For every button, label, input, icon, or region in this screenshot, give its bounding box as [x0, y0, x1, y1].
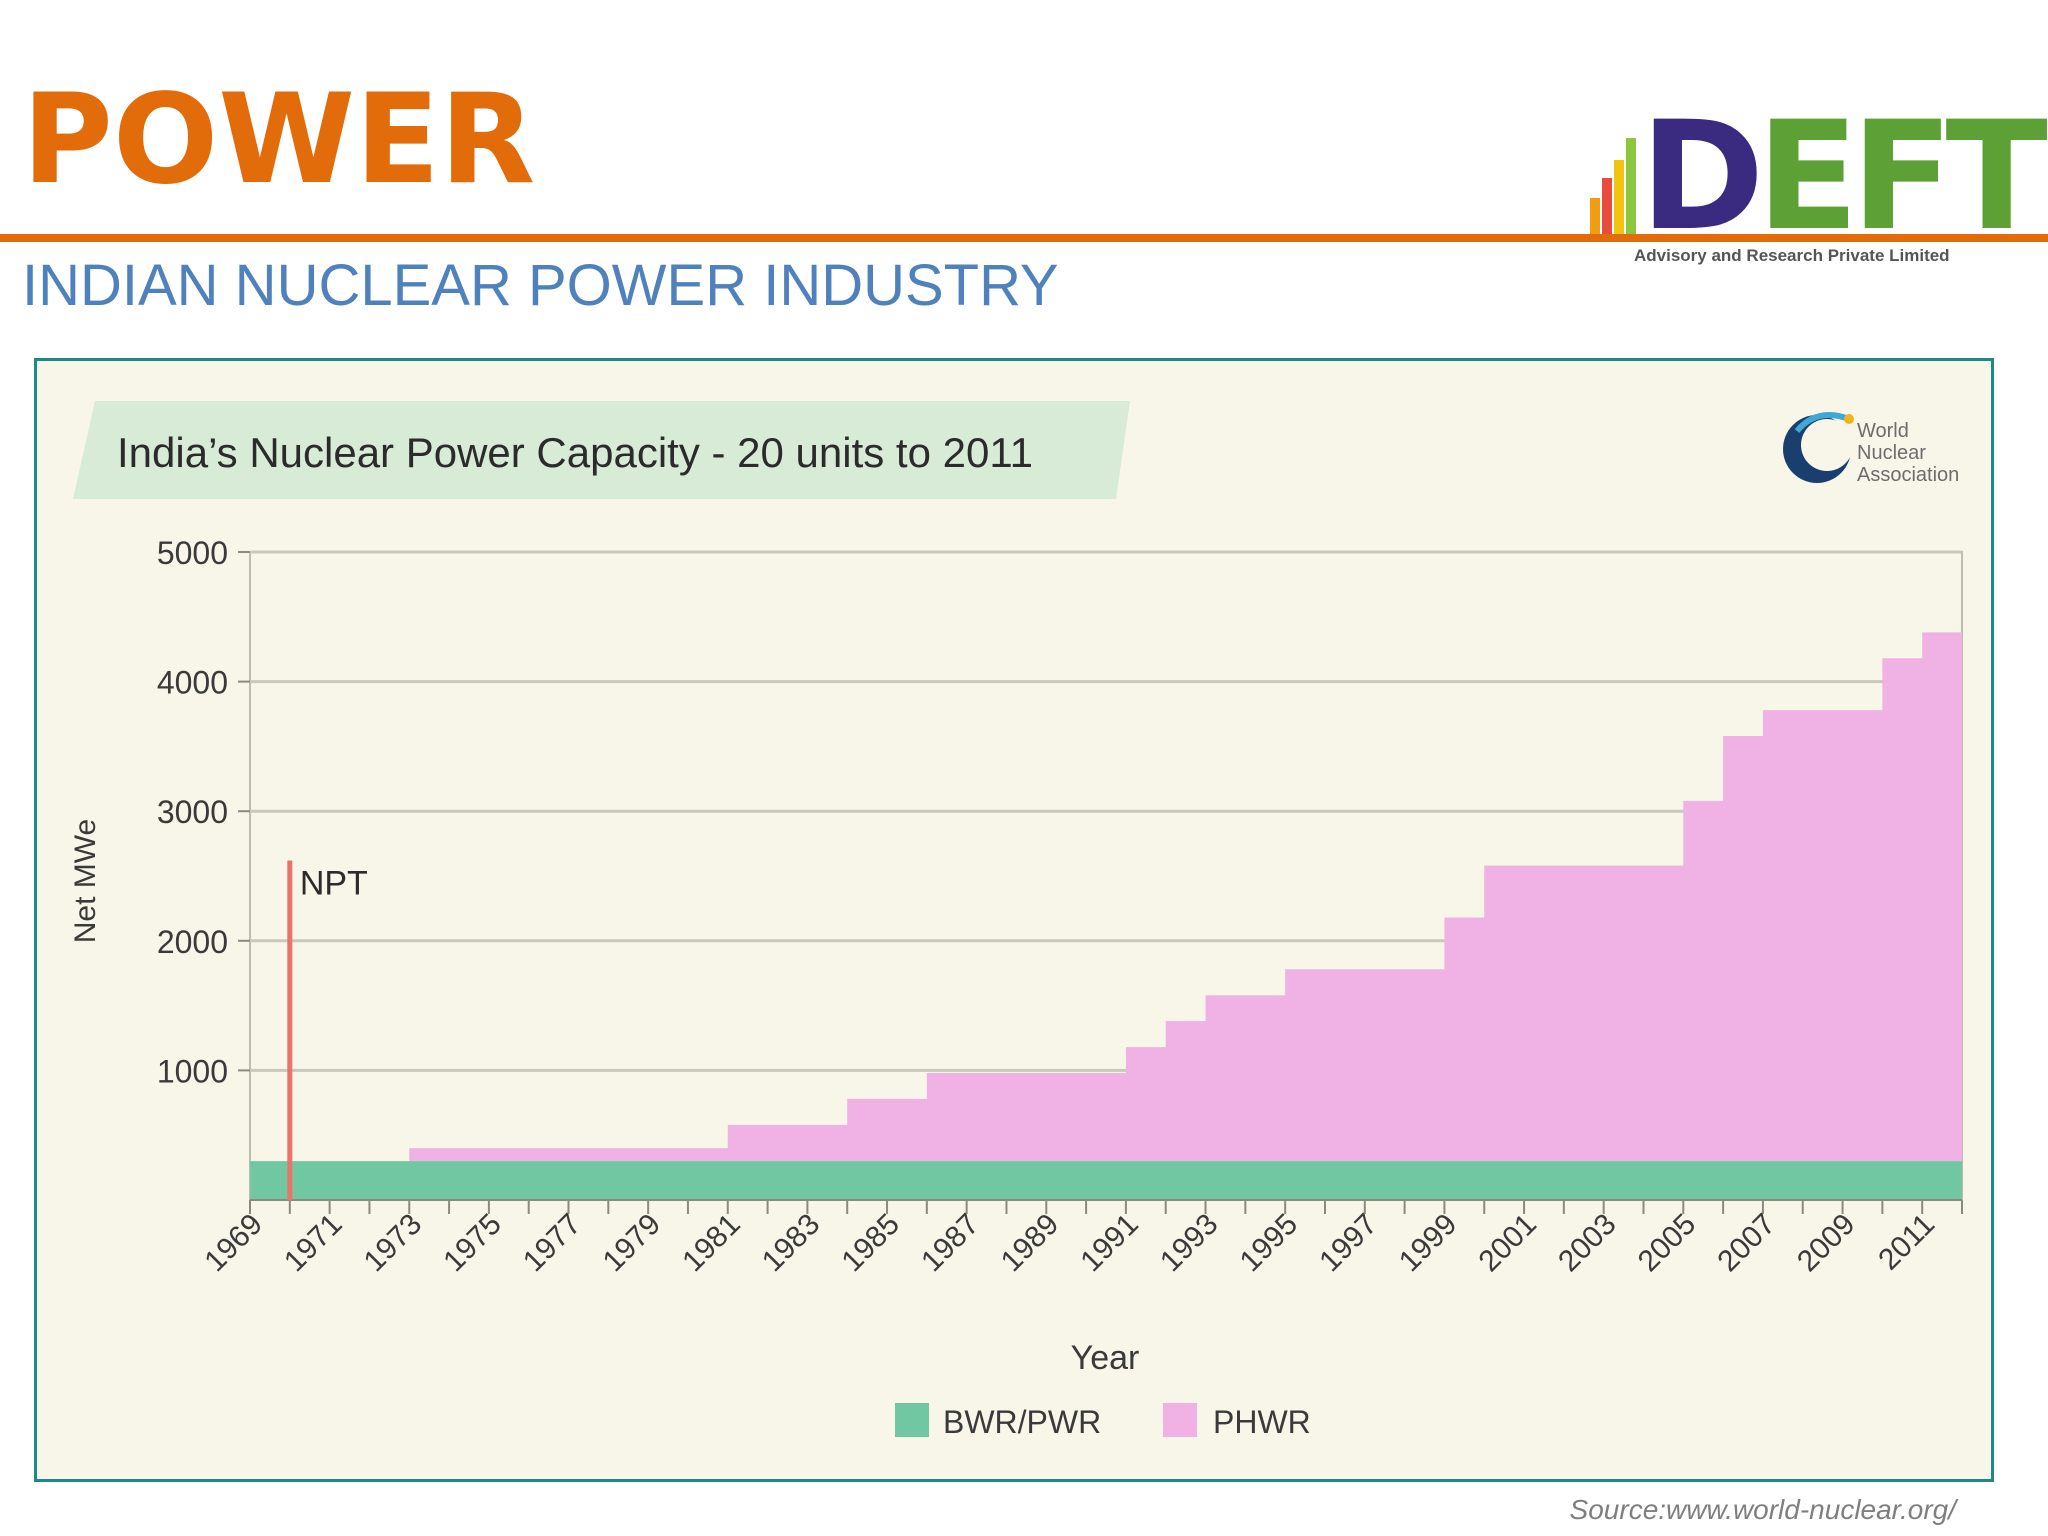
x-tick-label: 1987: [915, 1208, 986, 1279]
source-note: Source:www.world-nuclear.org/: [1569, 1494, 1956, 1525]
wna-logo-line2: Nuclear: [1857, 442, 1926, 464]
series-area-bwr: [250, 1161, 1962, 1200]
x-tick-label: 1971: [278, 1208, 349, 1279]
x-tick-label: 1969: [198, 1208, 269, 1279]
x-tick-label: 2011: [1872, 1208, 1941, 1277]
x-tick-label: 1991: [1074, 1208, 1145, 1279]
y-tick-label: 1000: [157, 1053, 228, 1089]
y-tick-label: 5000: [157, 535, 228, 571]
y-axis-label: Net MWe: [69, 819, 102, 943]
slide-title: POWER: [22, 68, 536, 212]
y-tick-label: 2000: [157, 924, 228, 960]
legend-swatch-bwr: [895, 1403, 929, 1437]
wna-logo-line3: Association: [1857, 464, 1959, 486]
deft-logo-text: DEFT: [1640, 102, 2048, 252]
chart-title: India’s Nuclear Power Capacity - 20 unit…: [117, 429, 1033, 476]
x-tick-label: 1985: [835, 1208, 906, 1279]
capacity-chart: India’s Nuclear Power Capacity - 20 unit…: [69, 401, 1963, 1440]
x-axis-label: Year: [1071, 1339, 1140, 1377]
x-tick-label: 1999: [1393, 1208, 1464, 1279]
legend: BWR/PWR PHWR: [895, 1403, 1311, 1440]
npt-label: NPT: [300, 864, 368, 902]
wna-logo-dot: [1844, 414, 1854, 424]
plot-area: 1000 2000 3000 4000 5000 1969 1971 1973 1975 1977…: [157, 535, 1963, 1279]
wna-logo-circle-inner: [1801, 419, 1853, 471]
x-tick-label: 1975: [437, 1208, 508, 1279]
x-tick-label: 2001: [1472, 1208, 1543, 1279]
series-area-phwr: [250, 632, 1962, 1162]
x-tick-label: 1983: [756, 1208, 827, 1279]
x-tick-label: 2005: [1632, 1208, 1703, 1279]
deft-logo: DEFT Advisory and Research Private Limit…: [1582, 102, 2048, 276]
wna-logo: World Nuclear Association: [1783, 412, 1959, 486]
chart-title-band: [73, 401, 1130, 499]
x-tick-label: 1981: [676, 1208, 747, 1279]
y-tick-label: 3000: [157, 794, 228, 830]
y-tick-label: 4000: [157, 665, 228, 701]
wna-logo-swoosh: [1794, 412, 1851, 434]
x-tick-label: 2007: [1711, 1208, 1782, 1279]
legend-label-bwr: BWR/PWR: [943, 1404, 1101, 1440]
legend-swatch-phwr: [1163, 1403, 1197, 1437]
chart-frame: India’s Nuclear Power Capacity - 20 unit…: [34, 358, 1994, 1482]
x-tick-label: 1993: [1154, 1208, 1225, 1279]
x-tick-label: 1997: [1313, 1208, 1384, 1279]
x-tick-label: 1995: [1234, 1208, 1305, 1279]
x-tick-label: 1973: [358, 1208, 429, 1279]
slide-subtitle: INDIAN NUCLEAR POWER INDUSTRY: [22, 253, 1059, 318]
title-rule: [0, 234, 2048, 242]
x-tick-label: 1989: [995, 1208, 1066, 1279]
x-tick-label: 2003: [1552, 1208, 1623, 1279]
legend-label-phwr: PHWR: [1213, 1404, 1311, 1440]
x-tick-label: 2009: [1791, 1208, 1862, 1279]
deft-logo-tagline: Advisory and Research Private Limited: [1634, 246, 1950, 265]
wna-logo-line1: World: [1857, 420, 1909, 442]
x-tick-label: 1977: [517, 1208, 588, 1279]
deft-logo-d: D: [1640, 90, 1764, 264]
deft-logo-eft: EFT: [1756, 90, 2048, 264]
x-tick-label: 1979: [597, 1208, 668, 1279]
